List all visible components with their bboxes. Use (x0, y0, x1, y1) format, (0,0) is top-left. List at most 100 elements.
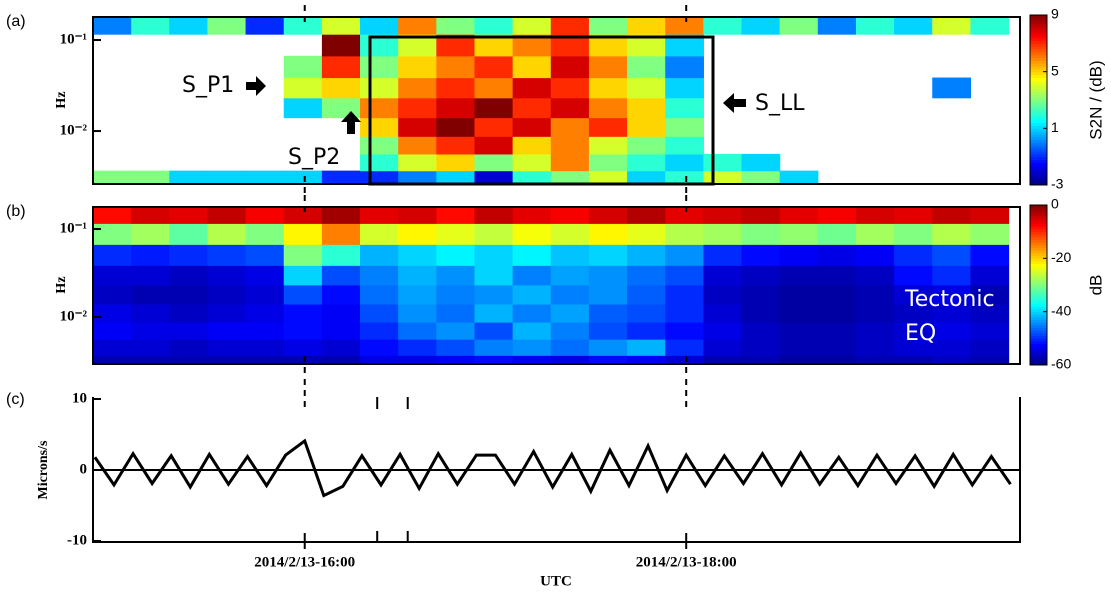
heatmap-cell (741, 170, 781, 184)
colorbar-frame (1029, 14, 1048, 186)
heatmap-cell (894, 339, 933, 356)
colorbar-slice (1030, 37, 1047, 41)
colorbar-slice (1030, 136, 1047, 141)
heatmap-cell (436, 17, 476, 35)
colorbar-slice (1030, 85, 1047, 90)
colorbar-slice (1030, 274, 1047, 278)
heatmap-cell (398, 265, 437, 286)
colorbar-label: dB (1086, 275, 1105, 296)
colorbar-slice (1030, 119, 1047, 124)
heatmap-cell (894, 321, 933, 340)
heatmap-cell (436, 170, 476, 184)
heatmap-cell (627, 223, 666, 245)
heatmap-cell (245, 207, 285, 224)
colorbar-slice (1030, 330, 1047, 334)
heatmap-cell (627, 355, 666, 364)
heatmap-cell (169, 303, 209, 323)
heatmap-cell (932, 77, 972, 99)
colorbar-slice (1030, 210, 1047, 214)
heatmap-cell (550, 339, 590, 356)
colorbar-slice (1030, 221, 1047, 225)
heatmap-cell (512, 321, 552, 340)
colorbar-tick-label: 1 (1051, 119, 1059, 135)
heatmap-cell (398, 207, 437, 224)
heatmap-cell (512, 17, 552, 35)
heatmap-cell (932, 339, 972, 356)
heatmap-cell (169, 207, 209, 224)
colorbar-slice (1030, 66, 1047, 70)
heatmap-cell (665, 321, 704, 340)
colorbar-slice (1030, 34, 1047, 39)
colorbar-slice (1030, 309, 1047, 313)
heatmap-cell (855, 244, 895, 266)
colorbar-slice (1030, 139, 1047, 143)
colorbar-slice (1030, 159, 1047, 163)
heatmap-cell (932, 265, 972, 286)
colorbar-slice (1030, 176, 1047, 180)
heatmap-cell (665, 170, 704, 184)
heatmap-cell (627, 117, 666, 137)
colorbar-slice (1030, 125, 1047, 129)
colorbar-slice (1030, 285, 1047, 289)
heatmap-cell (855, 223, 895, 245)
heatmap-cell (360, 284, 399, 305)
heatmap-cell (245, 303, 285, 323)
heatmap-cell (665, 17, 704, 35)
heatmap-cell (550, 284, 590, 305)
colorbar-tick-label: 9 (1051, 6, 1059, 22)
heatmap-cell (512, 77, 552, 99)
colorbar-slice (1030, 239, 1047, 243)
heatmap-cell (474, 321, 514, 340)
heatmap-cell (321, 339, 361, 356)
heatmap-cell (207, 207, 247, 224)
heatmap-cell (436, 303, 476, 323)
heatmap-cell (436, 136, 476, 155)
heatmap-cell (512, 136, 552, 155)
heatmap-cell (550, 170, 590, 184)
heatmap-cell (436, 355, 476, 364)
heatmap-cell (665, 77, 704, 99)
heatmap-cell (512, 339, 552, 356)
y-tick-label: 10⁻² (60, 308, 88, 324)
heatmap-cell (321, 223, 361, 245)
panel-label: (c) (6, 391, 25, 408)
colorbar-slice (1030, 277, 1047, 281)
colorbar-slice (1030, 341, 1047, 345)
heatmap-cell (550, 136, 590, 155)
heatmap-cell (741, 17, 781, 35)
colorbar-slice (1030, 173, 1047, 177)
colorbar-slice (1030, 223, 1047, 227)
heatmap-cell (245, 244, 285, 266)
heatmap-cell (703, 207, 743, 224)
colorbar-slice (1030, 303, 1047, 307)
heatmap-cell (932, 321, 972, 340)
x-tick-label: 2014/2/13-16:00 (254, 554, 355, 570)
heatmap-cell (131, 244, 170, 266)
heatmap-cell (627, 97, 666, 119)
heatmap-cell (627, 284, 666, 305)
annotation: S_LL (755, 91, 805, 116)
heatmap-cell (93, 223, 132, 245)
heatmap-cell (398, 170, 437, 184)
heatmap-cell (398, 303, 437, 323)
colorbar-tick-label: -3 (1051, 176, 1064, 192)
heatmap-cell (855, 321, 895, 340)
heatmap-cell (817, 303, 857, 323)
colorbar-slice (1030, 97, 1047, 101)
heatmap-cell (474, 55, 514, 79)
y-tick-label: -10 (67, 532, 87, 548)
heatmap-cell (321, 284, 361, 305)
heatmap-cell (588, 153, 628, 172)
heatmap-cell (474, 303, 514, 323)
heatmap-cell (398, 136, 437, 155)
heatmap-cell (512, 170, 552, 184)
colorbar-slice (1030, 279, 1047, 283)
colorbar-frame (1029, 204, 1048, 366)
heatmap-cell (169, 265, 209, 286)
heatmap-cell (474, 153, 514, 172)
heatmap-cell (894, 207, 933, 224)
heatmap-cell (741, 339, 781, 356)
heatmap-cell (550, 321, 590, 340)
colorbar-slice (1030, 338, 1047, 342)
